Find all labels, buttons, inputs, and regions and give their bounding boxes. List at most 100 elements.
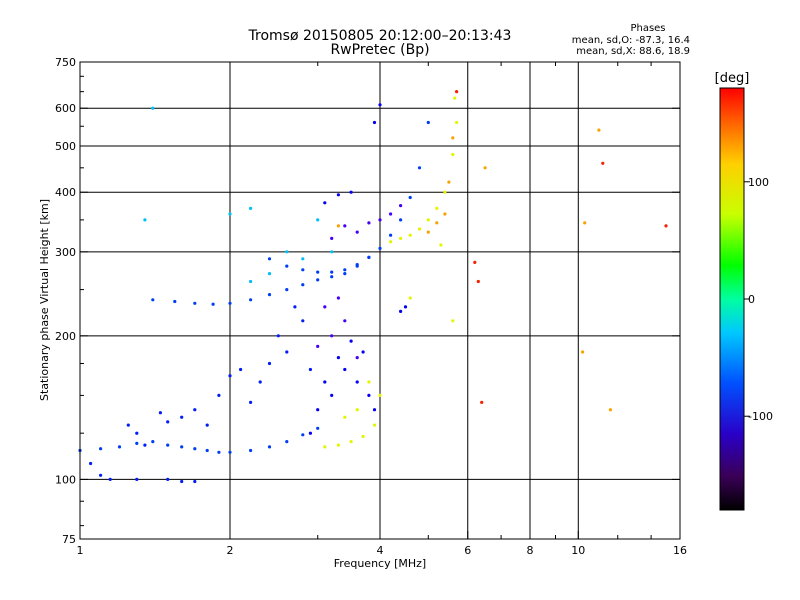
data-point-s6-p9 xyxy=(330,250,334,254)
data-point-s0-p10 xyxy=(228,450,232,454)
data-point-s4-p6 xyxy=(349,339,353,343)
data-point-s0-p7 xyxy=(193,447,197,451)
colorbar-gradient xyxy=(719,87,745,511)
data-point-s1-p1 xyxy=(173,299,177,304)
data-point-s4-p9 xyxy=(367,393,371,397)
data-point-s3-p0 xyxy=(89,461,93,466)
data-point-s7-p11 xyxy=(408,233,412,237)
data-point-s7-p7 xyxy=(355,408,359,412)
data-point-s3-p4 xyxy=(135,431,139,435)
data-point-s7-p14 xyxy=(435,206,439,210)
y-tick-label-7: 750 xyxy=(55,56,76,69)
data-point-s2-p4 xyxy=(330,270,334,274)
data-point-s3-p16 xyxy=(267,361,272,366)
data-point-s5-p12 xyxy=(336,296,340,300)
data-point-s4-p8 xyxy=(361,350,365,354)
data-point-s1-p9 xyxy=(316,278,320,282)
y-tick-label-6: 600 xyxy=(55,102,76,115)
x-tick-label-4: 8 xyxy=(527,544,534,557)
data-point-s4-p10 xyxy=(372,408,377,412)
data-point-s4-p0 xyxy=(308,431,312,435)
data-point-s4-p15 xyxy=(323,201,327,205)
data-point-s0-p13 xyxy=(285,440,289,444)
data-point-s5-p9 xyxy=(343,319,347,323)
data-point-s7-p2 xyxy=(349,440,353,444)
data-point-s1-p18 xyxy=(417,166,422,170)
data-point-s8-p3 xyxy=(447,180,451,184)
data-point-s9-p3 xyxy=(664,224,668,228)
data-point-s0-p11 xyxy=(249,448,253,453)
data-point-s5-p11 xyxy=(323,305,327,309)
data-point-s0-p15 xyxy=(316,426,320,430)
data-point-s2-p3 xyxy=(316,270,320,274)
data-point-s4-p2 xyxy=(323,380,327,384)
data-point-s1-p11 xyxy=(343,272,347,276)
data-point-s3-p3 xyxy=(126,423,130,427)
data-point-s7-p15 xyxy=(443,190,447,194)
data-point-s7-p9 xyxy=(389,240,393,244)
data-point-s0-p1 xyxy=(99,447,103,451)
phases-o-stats: mean, sd,O: -87.3, 16.4 xyxy=(572,35,690,46)
data-point-s1-p2 xyxy=(193,301,197,305)
data-point-s3-p18 xyxy=(285,350,289,354)
data-point-s1-p8 xyxy=(301,283,305,287)
data-point-s7-p12 xyxy=(417,227,422,231)
data-point-s6-p6 xyxy=(143,218,147,222)
data-point-s7-p20 xyxy=(408,296,412,300)
data-point-s4-p14 xyxy=(336,193,340,197)
data-point-s4-p3 xyxy=(330,393,334,397)
data-point-s6-p4 xyxy=(228,212,232,216)
data-point-s7-p4 xyxy=(372,423,377,427)
x-tick-label-2: 4 xyxy=(377,544,384,557)
y-tick-label-0: 75 xyxy=(62,533,76,546)
colorbar-tick-label-1: 0 xyxy=(748,293,755,306)
x-tick-label-0: 1 xyxy=(77,544,84,557)
data-point-s4-p1 xyxy=(316,408,320,412)
data-point-s7-p3 xyxy=(361,434,365,439)
y-tick-label-4: 400 xyxy=(55,186,76,199)
data-point-s6-p0 xyxy=(249,279,253,284)
data-point-s1-p4 xyxy=(228,301,232,305)
data-point-s0-p12 xyxy=(267,445,272,449)
data-point-s4-p5 xyxy=(343,367,347,372)
data-point-s0-p3 xyxy=(135,441,139,445)
data-point-s7-p6 xyxy=(343,415,347,419)
y-axis-label: Stationary phase Virtual Height [km] xyxy=(38,199,51,401)
data-point-s4-p16 xyxy=(372,120,377,125)
data-point-s8-p7 xyxy=(608,408,613,412)
data-point-s3-p25 xyxy=(193,479,197,484)
data-point-s9-p1 xyxy=(476,279,480,284)
data-point-s2-p0 xyxy=(267,257,272,261)
x-tick-label-1: 2 xyxy=(227,544,234,557)
phases-x-stats: mean, sd,X: 88.6, 18.9 xyxy=(576,46,690,57)
x-tick-label-6: 16 xyxy=(673,544,687,557)
data-point-s5-p4 xyxy=(378,218,382,222)
data-point-s1-p16 xyxy=(399,218,403,222)
data-point-s8-p0 xyxy=(426,230,430,234)
data-point-s5-p7 xyxy=(316,344,320,348)
data-point-s9-p0 xyxy=(473,260,477,264)
data-point-s1-p6 xyxy=(267,293,272,297)
data-point-s3-p24 xyxy=(180,479,184,484)
data-point-s3-p15 xyxy=(258,380,262,384)
data-point-s0-p2 xyxy=(117,445,122,449)
data-point-s5-p5 xyxy=(389,212,393,216)
data-point-s1-p0 xyxy=(151,298,155,302)
data-point-s9-p5 xyxy=(455,90,459,94)
plot-area: 1 2 4 6 8 10 16 75 100 200 300 400 500 600 750 xyxy=(55,56,687,557)
data-point-s3-p23 xyxy=(166,477,170,481)
data-point-s1-p5 xyxy=(249,298,253,302)
data-point-s3-p8 xyxy=(180,415,184,419)
data-point-s4-p7 xyxy=(355,380,359,384)
data-point-s1-p15 xyxy=(389,233,393,237)
x-tick-label-3: 6 xyxy=(464,544,471,557)
data-point-s5-p8 xyxy=(330,334,334,338)
data-point-s3-p9 xyxy=(193,408,197,412)
x-axis-label: Frequency [MHz] xyxy=(334,557,426,570)
data-point-s8-p10 xyxy=(483,166,487,170)
data-point-s1-p19 xyxy=(426,120,430,125)
data-point-s3-p12 xyxy=(228,374,232,378)
data-point-s8-p8 xyxy=(581,350,585,354)
data-point-s7-p10 xyxy=(399,236,403,240)
